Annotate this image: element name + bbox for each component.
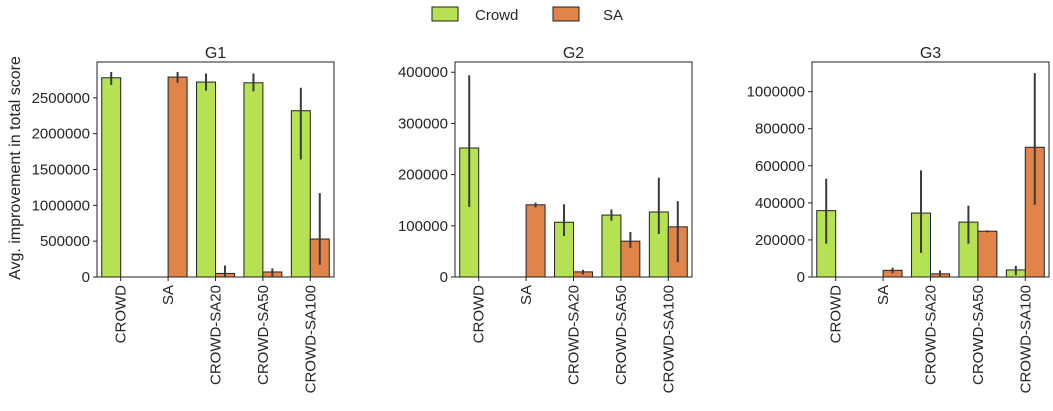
bar-sa: [167, 76, 188, 278]
panel-title: G2: [563, 45, 584, 62]
legend-crowd-swatch: [431, 6, 459, 22]
y-tick-label: 2500000: [32, 90, 90, 107]
x-tick-label: CROWD-SA100: [1017, 285, 1034, 393]
x-tick-label: CROWD-SA50: [613, 285, 630, 385]
y-tick-label: 0: [440, 269, 448, 286]
x-tick-label: SA: [518, 285, 535, 305]
bar-sa: [525, 204, 546, 278]
legend-crowd-label: Crowd: [475, 7, 518, 24]
y-tick-label: 0: [797, 269, 805, 286]
y-tick-label: 100000: [398, 218, 448, 235]
x-tick-label: CROWD-SA20: [208, 285, 225, 385]
y-tick-label: 300000: [398, 115, 448, 132]
legend-sa-swatch: [552, 6, 580, 22]
y-tick-label: 0: [82, 269, 90, 286]
y-tick-label: 400000: [755, 195, 805, 212]
panel-title: G3: [920, 45, 941, 62]
legend-sa-label: SA: [603, 7, 623, 24]
x-tick-label: CROWD: [828, 285, 845, 343]
bar-crowd: [101, 77, 122, 278]
x-tick-label: SA: [875, 285, 892, 305]
panel-g1: G1 0 500000 1000000 1500000 2000000 2500000 CRO…: [32, 45, 335, 393]
x-tick-label: CROWD: [471, 285, 488, 343]
y-tick-label: 800000: [755, 121, 805, 138]
x-tick-label: CROWD-SA20: [923, 285, 940, 385]
y-axis-label: Avg. improvement in total score: [7, 56, 24, 280]
y-tick-label: 400000: [398, 64, 448, 81]
y-tick-label: 1000000: [747, 84, 805, 101]
x-tick-label: SA: [160, 285, 177, 305]
bar-crowd: [196, 81, 216, 278]
x-tick-label: CROWD-SA50: [970, 285, 987, 385]
y-tick-label: 200000: [398, 167, 448, 184]
panel-g2: G2 0 100000 200000 300000 400000 CROWD SA CROWD-…: [398, 45, 693, 393]
bar-crowd: [243, 82, 264, 278]
y-tick-label: 600000: [755, 158, 805, 175]
legend: Crowd SA: [431, 6, 623, 24]
x-tick-label: CROWD-SA50: [255, 285, 272, 385]
y-tick-label: 1000000: [32, 197, 90, 214]
bar-crowd: [601, 214, 622, 278]
y-tick-label: 200000: [755, 232, 805, 249]
bar-sa: [977, 230, 998, 278]
panel-g3: G3 0 200000 400000 600000 800000 1000000 CROWD S…: [747, 45, 1050, 393]
y-tick-label: 500000: [40, 233, 90, 250]
x-tick-label: CROWD-SA100: [660, 285, 677, 393]
y-tick-label: 1500000: [32, 162, 90, 179]
y-tick-label: 2000000: [32, 126, 90, 143]
x-tick-label: CROWD-SA20: [566, 285, 583, 385]
x-tick-label: CROWD-SA100: [302, 285, 319, 393]
panel-title: G1: [205, 45, 226, 62]
x-tick-label: CROWD: [113, 285, 130, 343]
